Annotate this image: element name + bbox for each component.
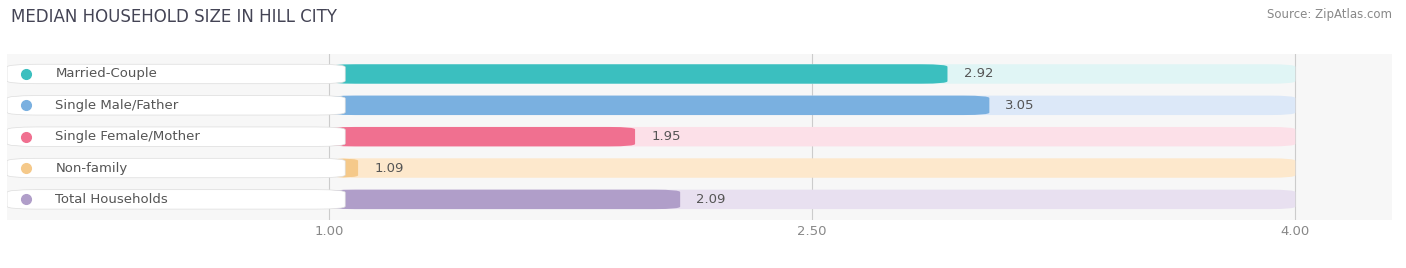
Text: 2.92: 2.92: [963, 68, 993, 80]
Text: 1.09: 1.09: [374, 162, 404, 174]
FancyBboxPatch shape: [329, 158, 1295, 178]
FancyBboxPatch shape: [7, 96, 346, 115]
Text: Single Male/Father: Single Male/Father: [55, 99, 179, 112]
Text: Married-Couple: Married-Couple: [55, 68, 157, 80]
FancyBboxPatch shape: [329, 127, 1295, 146]
FancyBboxPatch shape: [329, 96, 1295, 115]
Text: MEDIAN HOUSEHOLD SIZE IN HILL CITY: MEDIAN HOUSEHOLD SIZE IN HILL CITY: [11, 8, 337, 26]
FancyBboxPatch shape: [7, 158, 346, 178]
Text: Total Households: Total Households: [55, 193, 169, 206]
FancyBboxPatch shape: [329, 158, 359, 178]
FancyBboxPatch shape: [329, 127, 636, 146]
FancyBboxPatch shape: [7, 190, 346, 209]
FancyBboxPatch shape: [329, 190, 1295, 209]
FancyBboxPatch shape: [7, 64, 346, 84]
Text: Non-family: Non-family: [55, 162, 128, 174]
Text: 2.09: 2.09: [696, 193, 725, 206]
FancyBboxPatch shape: [329, 96, 990, 115]
Text: 3.05: 3.05: [1005, 99, 1035, 112]
FancyBboxPatch shape: [329, 190, 681, 209]
Text: Single Female/Mother: Single Female/Mother: [55, 130, 200, 143]
Text: Source: ZipAtlas.com: Source: ZipAtlas.com: [1267, 8, 1392, 21]
FancyBboxPatch shape: [7, 127, 346, 146]
Text: 1.95: 1.95: [651, 130, 681, 143]
FancyBboxPatch shape: [329, 64, 948, 84]
FancyBboxPatch shape: [329, 64, 1295, 84]
